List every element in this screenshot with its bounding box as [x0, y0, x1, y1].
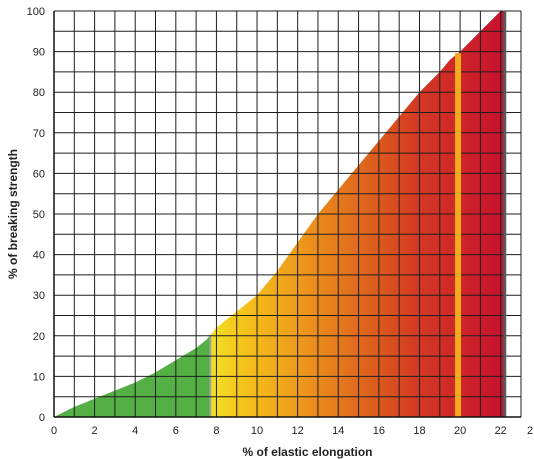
y-tick-label: 0: [39, 412, 45, 424]
x-tick-label: 0: [51, 425, 57, 437]
y-tick-label: 20: [33, 331, 45, 343]
x-tick-label: 2: [92, 425, 98, 437]
y-tick-label: 100: [27, 6, 45, 18]
y-axis-title: % of breaking strength: [6, 149, 20, 279]
y-tick-label: 10: [33, 371, 45, 383]
x-tick-label: 22: [495, 425, 507, 437]
x-tick-label: 14: [332, 425, 344, 437]
y-tick-label: 80: [33, 87, 45, 99]
grid-layer: [53, 10, 522, 418]
x-tick-label: 6: [173, 425, 179, 437]
x-tick-label: 2: [527, 425, 533, 437]
tick-labels-layer: 0 10 20 30 40 50 60 70 80 90 100 0 2 4 6 8 10 12 14 16 18 20 2…: [27, 6, 533, 437]
axes-layer: [53, 11, 521, 418]
x-tick-label: 8: [213, 425, 219, 437]
marker-lines-layer: [455, 11, 507, 417]
x-tick-label: 16: [373, 425, 385, 437]
y-tick-label: 50: [33, 209, 45, 221]
y-tick-label: 90: [33, 47, 45, 59]
x-axis-title: % of elastic elongation: [242, 445, 372, 459]
y-tick-label: 30: [33, 290, 45, 302]
x-tick-label: 4: [132, 425, 138, 437]
x-tick-label: 18: [413, 425, 425, 437]
x-tick-label: 12: [292, 425, 304, 437]
y-tick-label: 40: [33, 250, 45, 262]
x-tick-label: 20: [454, 425, 466, 437]
y-tick-label: 70: [33, 128, 45, 140]
y-tick-label: 60: [33, 168, 45, 180]
x-tick-label: 10: [251, 425, 263, 437]
